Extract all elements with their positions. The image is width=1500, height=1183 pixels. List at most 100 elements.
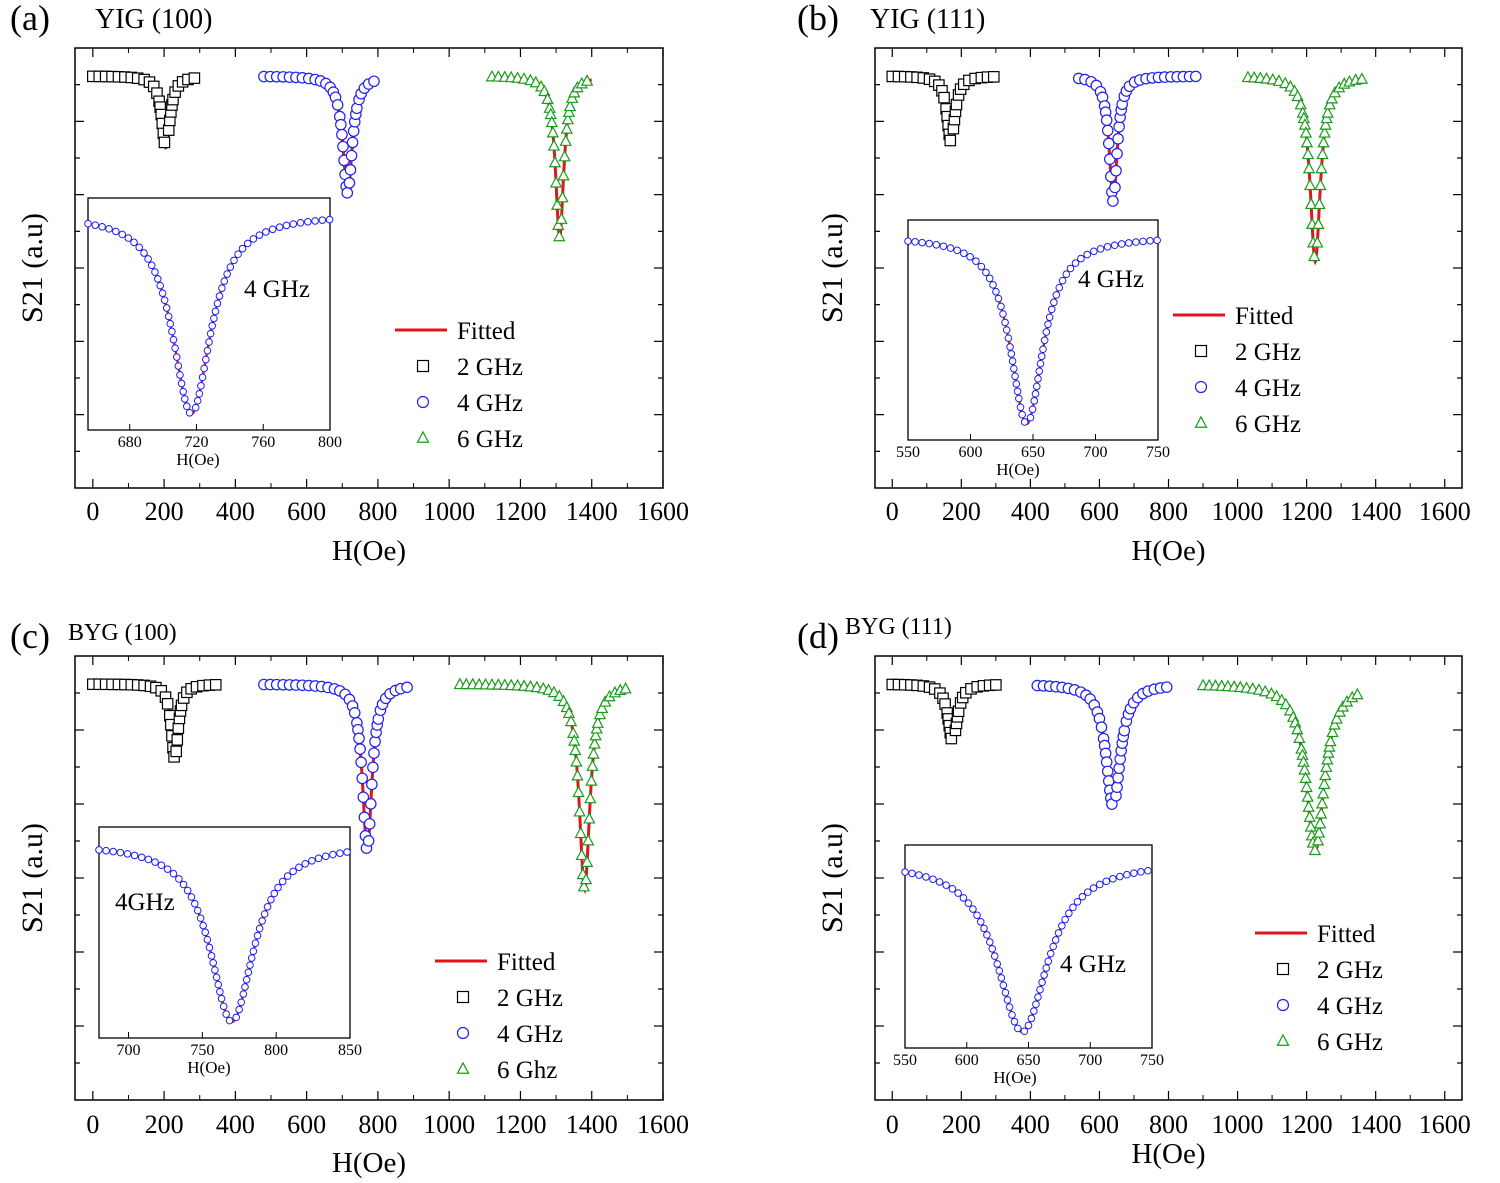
panel-label: (b) [797,0,839,38]
triangle-marker [1303,178,1317,191]
circle-marker [368,75,380,88]
inset-circle-marker [258,917,266,925]
inset-circle-marker [135,243,144,252]
inset-x-axis-label: H(Oe) [176,450,219,469]
series-6-ghz [1196,678,1364,856]
inset-x-axis-label: H(Oe) [996,460,1039,479]
triangle-marker [1308,843,1322,856]
triangle-marker [1314,178,1327,191]
triangle-marker [1355,72,1369,84]
triangle-marker [1311,235,1324,248]
inset-circle-marker [1044,957,1053,966]
circle-marker [1100,114,1113,127]
inset-circle-marker [208,322,217,330]
inset-circle-marker [210,314,218,323]
inset-circle-marker [321,852,330,861]
inset-circle-marker [1125,239,1133,247]
circle-marker [1095,721,1108,734]
inset-circle-marker [237,998,246,1007]
inset-plot: 550 600 650 700 750 H(Oe) 4 GHz [896,219,1170,479]
triangle-marker [546,125,560,138]
x-tick-label: 0 [86,497,99,526]
triangle-marker [1351,687,1364,700]
inset-circle-marker [1061,915,1069,924]
x-tick-label: 600 [287,497,326,526]
inset-circle-marker [1047,305,1056,314]
inset-circle-marker [95,846,103,854]
x-tick-label: 200 [942,1110,981,1139]
inset-circle-marker [187,893,196,901]
x-tick-label: 1400 [566,497,618,526]
inset-circle-marker [193,906,202,915]
square-marker [172,722,185,734]
inset-circle-marker [1036,985,1044,994]
triangle-marker [558,149,571,162]
circle-marker [1160,681,1173,693]
inset-circle-marker [225,1016,234,1025]
inset-circle-marker [932,240,941,249]
inset-circle-marker [1012,380,1021,388]
square-marker [158,136,171,149]
x-axis-label: H(Oe) [332,535,406,567]
triangle-marker [581,833,595,846]
inset-circle-marker [1117,240,1126,248]
inset-circle-marker [1011,372,1019,381]
triangle-marker [1311,833,1325,846]
inset-circle-marker [1010,364,1018,373]
inset-circle-marker [198,373,207,382]
series-2-ghz [87,70,201,150]
inset-annotation: 4GHz [115,889,175,916]
circle-marker [335,118,347,131]
legend: Fitted 2 GHz 4 GHz 6 Ghz [435,949,563,1084]
inset-circle-marker [1037,352,1046,361]
series-2-ghz [87,678,222,763]
circle-marker [354,743,366,755]
triangle-marker [589,728,602,741]
triangle-marker [1301,790,1314,802]
inset-circle-marker [172,353,181,361]
x-axis-label: H(Oe) [1131,535,1205,567]
inset-circle-marker [169,869,178,878]
inset-x-tick-label: 700 [1078,1052,1102,1069]
inset-circle-marker [1001,988,1010,997]
triangle-marker [559,134,572,146]
inset-circle-marker [918,238,926,247]
series-4-ghz [1072,70,1202,207]
inset-circle-marker [1090,247,1098,256]
circle-marker [346,136,359,149]
inset-circle-marker [124,234,133,242]
inset-circle-marker [1062,270,1071,279]
triangle-marker [562,105,576,117]
inset-circle-marker [270,889,279,898]
inset-circle-marker [960,249,968,258]
inset-circle-marker [195,389,204,398]
chart-panel-d: (d) BYG (111) 0 200 400 600 800 1000 1200 1400 160… [797,614,1471,1170]
inset-x-tick-label: 650 [1021,444,1045,461]
triangle-marker [538,84,551,97]
triangle-marker [619,681,632,694]
inset-circle-marker [207,952,216,960]
inset-circle-marker [922,873,930,881]
inset-circle-marker [183,886,192,895]
inset-circle-marker [1116,872,1124,881]
inset-circle-marker [267,895,275,904]
inset-circle-marker [304,217,312,226]
circle-marker [1189,70,1202,83]
inset-circle-marker [239,990,248,998]
inset-circle-marker [244,968,253,977]
triangle-marker [1291,722,1304,735]
inset-x-tick-label: 700 [117,1042,141,1059]
triangle-marker [573,804,586,817]
inset-circle-marker [1003,996,1012,1004]
inset-circle-marker [232,1013,241,1022]
inset-circle-marker [988,945,997,953]
inset-circle-marker [1001,318,1009,327]
fitted-curve [92,682,218,761]
inset-circle-marker [908,869,916,878]
triangle-marker [1270,689,1283,702]
triangle-marker [586,759,599,771]
legend-entry-label: 4 GHz [497,1021,563,1048]
inset-circle-marker [203,935,212,944]
x-tick-label: 600 [1080,1110,1119,1139]
inset-circle-marker [925,239,934,248]
